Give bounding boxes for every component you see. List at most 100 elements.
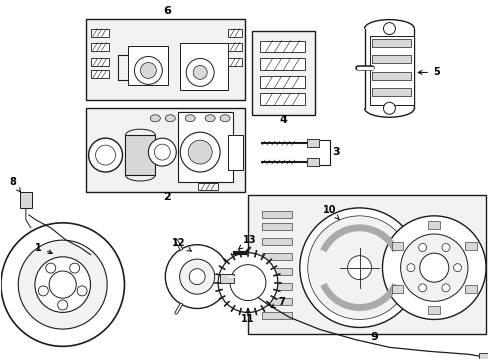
Circle shape [400,234,467,301]
Circle shape [229,265,265,301]
Text: 12: 12 [171,238,191,251]
Bar [128,45,168,85]
Bar [227,135,243,170]
Bar [354,26,419,115]
Bar [371,39,410,46]
Bar [90,58,108,67]
Circle shape [38,286,48,296]
Circle shape [218,253,277,312]
Bar [262,238,291,245]
Ellipse shape [205,115,215,122]
Bar [220,274,234,283]
Circle shape [58,300,67,310]
Bar [371,72,410,80]
Text: 10: 10 [322,205,339,220]
Circle shape [382,216,485,319]
Text: 2: 2 [163,192,171,202]
Bar [247,195,485,334]
Bar [391,285,403,293]
Circle shape [154,144,170,160]
Circle shape [88,138,122,172]
Circle shape [189,269,205,285]
Circle shape [406,264,414,272]
Bar [371,88,410,96]
Circle shape [18,240,107,329]
Circle shape [299,208,419,328]
Ellipse shape [185,115,195,122]
Bar [306,139,318,147]
Circle shape [307,216,410,319]
Circle shape [418,243,426,251]
Bar [427,221,439,229]
Circle shape [347,256,371,280]
Bar [260,93,304,105]
Bar [262,223,291,230]
Bar [262,253,291,260]
Bar [464,242,476,251]
Text: 11: 11 [241,309,254,324]
Text: 8: 8 [9,177,20,192]
Circle shape [453,264,461,272]
Bar [90,42,108,50]
Text: 4: 4 [279,115,287,125]
Bar [227,28,242,37]
Bar [178,112,233,182]
Bar [464,285,476,293]
Ellipse shape [220,115,229,122]
Bar [125,135,155,175]
Text: 5: 5 [417,67,439,77]
Bar [20,192,32,208]
Circle shape [188,140,212,164]
Circle shape [70,263,80,273]
Circle shape [179,259,214,294]
Circle shape [134,57,162,84]
Circle shape [418,284,426,292]
Bar [306,158,318,166]
Bar [85,19,244,100]
Bar [227,42,242,50]
Bar [90,28,108,37]
Bar [198,183,218,190]
Text: 3: 3 [331,147,339,157]
Circle shape [77,286,87,296]
Bar [478,353,488,360]
Circle shape [165,245,228,309]
Bar [262,312,291,319]
Circle shape [46,263,56,273]
Bar [180,42,227,90]
Circle shape [1,223,124,346]
Bar [262,268,291,275]
Bar [227,58,242,67]
Circle shape [35,257,90,312]
Text: 7: 7 [271,297,285,307]
Circle shape [140,62,156,78]
Bar [260,58,304,71]
Bar [85,108,244,192]
Bar [260,41,304,53]
Text: 1: 1 [35,243,52,253]
Circle shape [193,66,207,80]
Bar [391,242,403,251]
Circle shape [148,138,176,166]
Circle shape [441,243,449,251]
Text: 13: 13 [238,235,256,249]
Bar [369,36,413,105]
Circle shape [186,58,214,86]
Text: 6: 6 [163,6,171,15]
Ellipse shape [150,115,160,122]
Circle shape [180,132,220,172]
Bar [260,76,304,88]
Circle shape [95,145,115,165]
Circle shape [419,253,448,282]
Bar [262,283,291,289]
Bar [262,211,291,218]
Bar [371,55,410,63]
Ellipse shape [165,115,175,122]
Bar [262,298,291,305]
Bar [427,306,439,314]
Circle shape [383,102,395,114]
Text: 9: 9 [370,332,378,342]
Bar [251,31,314,115]
Circle shape [383,23,395,35]
Circle shape [49,271,76,298]
